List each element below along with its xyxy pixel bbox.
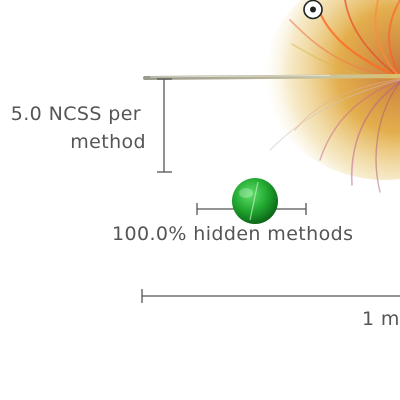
scale-label: 1 m [362,308,400,330]
bristle [316,6,400,80]
target-icon[interactable] [302,0,324,22]
ncss-label-line2: method [70,131,146,153]
bristle [344,0,400,79]
stem-highlight [149,75,331,78]
ncss-bracket [157,78,172,173]
bristle [375,81,400,193]
bristle [294,78,400,131]
stem-line [143,74,400,80]
bristle-fan [265,0,400,193]
ncss-label-line1: 5.0 NCSS per [10,103,141,125]
hidden-methods-label: 100.0% hidden methods [112,223,354,245]
bristle [374,0,400,79]
scale-bar [141,289,400,303]
bristle [350,81,400,186]
bristle [319,79,400,161]
method-sphere [232,178,278,224]
bristle [269,79,400,151]
bristle [388,0,400,77]
